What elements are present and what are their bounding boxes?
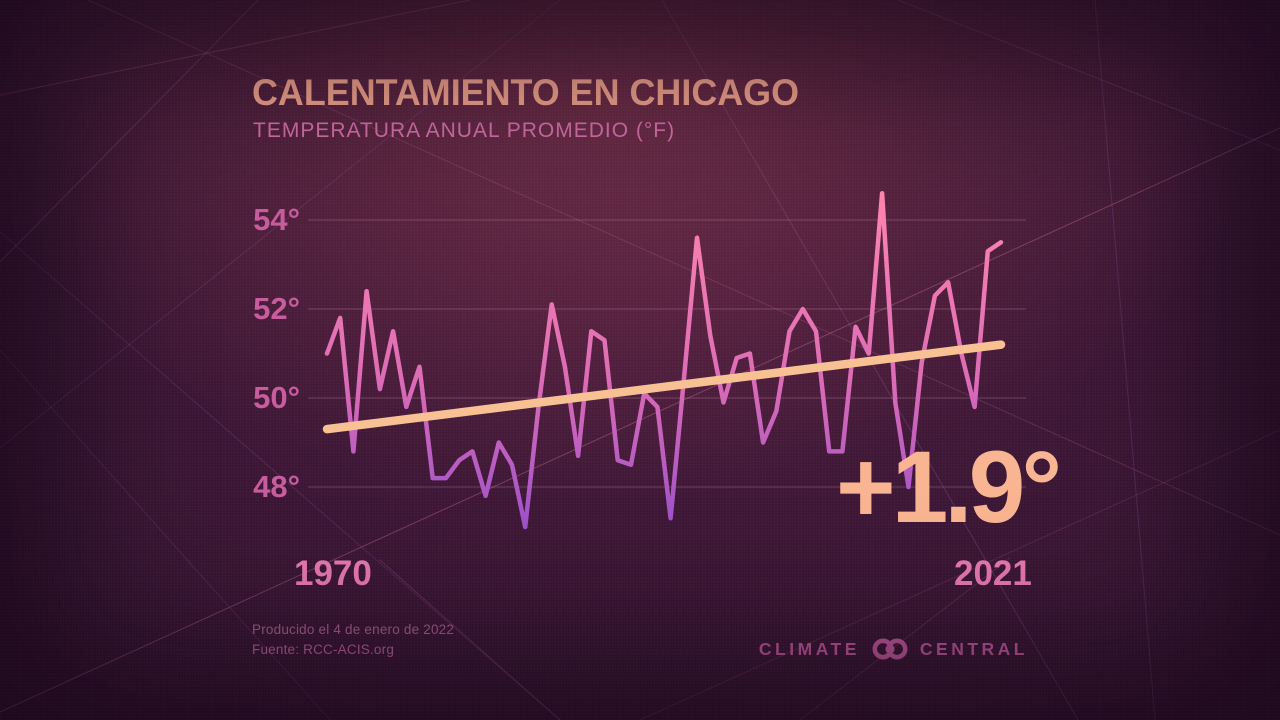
- footer-produced-date: Producido el 4 de enero de 2022: [252, 622, 455, 637]
- climate-central-logo: CLIMATE CENTRAL: [759, 636, 1028, 662]
- trend-change-annotation: +1.9°: [836, 430, 1062, 544]
- y-axis-tick-54: 54°: [253, 202, 300, 237]
- logo-text-climate: CLIMATE: [758, 638, 860, 659]
- logo-text-central: CENTRAL: [919, 638, 1028, 659]
- x-axis-start-year: 1970: [294, 554, 372, 593]
- x-axis-end-year: 2021: [954, 554, 1032, 593]
- y-axis-tick-48: 48°: [253, 469, 300, 504]
- y-axis-tick-52: 52°: [253, 291, 300, 326]
- chart-title: CALENTAMIENTO EN CHICAGO: [252, 72, 800, 113]
- footer-data-source: Fuente: RCC-ACIS.org: [252, 642, 395, 658]
- temperature-line-series: [324, 191, 1004, 530]
- y-axis-tick-50: 50°: [253, 380, 300, 415]
- chart-subtitle: TEMPERATURA ANUAL PROMEDIO (°F): [253, 119, 676, 142]
- climate-central-rings-icon: [872, 638, 908, 660]
- footer-credits: Producido el 4 de enero de 2022 Fuente: …: [252, 620, 454, 661]
- trend-line: [322, 340, 1006, 434]
